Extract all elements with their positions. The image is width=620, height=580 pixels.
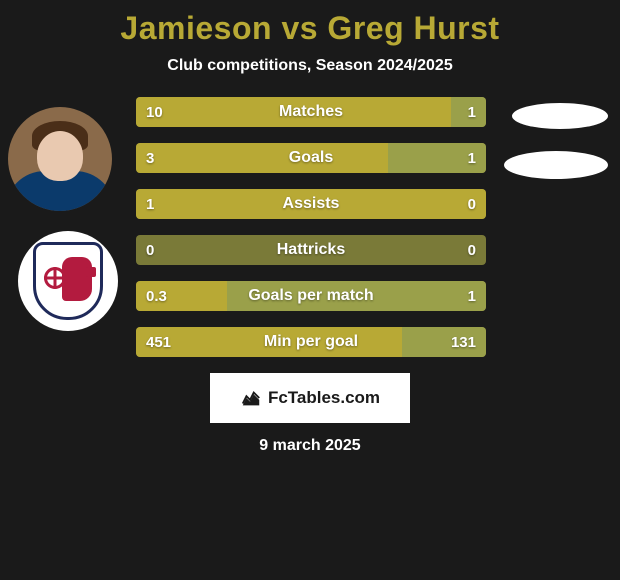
stat-label: Min per goal — [136, 333, 486, 351]
stat-row: 101Matches — [136, 97, 486, 127]
stat-row: 00Hattricks — [136, 235, 486, 265]
stat-label: Hattricks — [136, 241, 486, 259]
player-placeholder-1 — [512, 103, 608, 129]
attribution-badge[interactable]: FcTables.com — [210, 373, 410, 423]
right-player-column — [498, 103, 608, 179]
attribution-text: FcTables.com — [268, 388, 380, 408]
stats-table: 101Matches 31Goals 10Assists 00Hattricks 0.3… — [136, 97, 486, 357]
left-player-column — [8, 97, 118, 331]
stat-row: 10Assists — [136, 189, 486, 219]
stat-row: 31Goals — [136, 143, 486, 173]
date-text: 9 march 2025 — [0, 437, 620, 455]
stat-label: Assists — [136, 195, 486, 213]
crest-lion-icon — [62, 257, 92, 301]
page-subtitle: Club competitions, Season 2024/2025 — [0, 57, 620, 75]
content-area: 101Matches 31Goals 10Assists 00Hattricks 0.3… — [0, 97, 620, 357]
fctables-logo-icon — [240, 387, 262, 409]
crest-shield — [33, 242, 103, 320]
crest-wheel-icon — [44, 267, 66, 289]
stat-label: Matches — [136, 103, 486, 121]
page-title: Jamieson vs Greg Hurst — [0, 0, 620, 47]
avatar-head — [37, 131, 83, 181]
stat-row: 451131Min per goal — [136, 327, 486, 357]
stat-label: Goals — [136, 149, 486, 167]
club-crest — [18, 231, 118, 331]
stat-row: 0.31Goals per match — [136, 281, 486, 311]
player-avatar — [8, 107, 112, 211]
stat-label: Goals per match — [136, 287, 486, 305]
player-placeholder-2 — [504, 151, 608, 179]
